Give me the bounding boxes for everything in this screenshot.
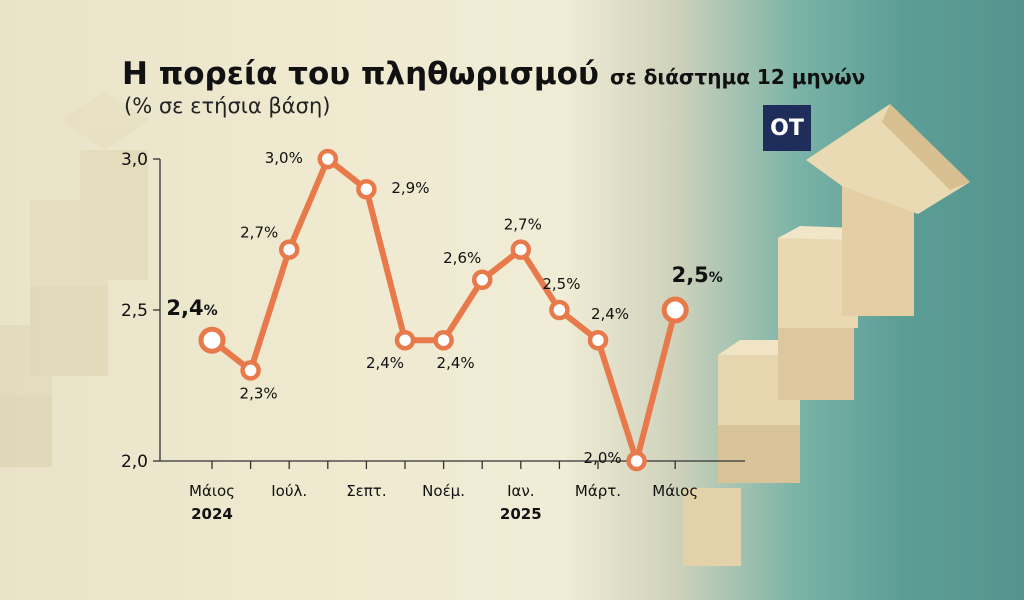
- x-tick-label: Μάιος: [652, 482, 698, 500]
- data-label: 3,0%: [265, 149, 303, 167]
- x-tick-label: Ιαν.: [507, 482, 534, 500]
- chart-title: Η πορεία του πληθωρισμού σε διάστημα 12 …: [122, 56, 865, 92]
- x-tick-label: Μάιος: [189, 482, 235, 500]
- data-label: 2,4%: [437, 354, 475, 372]
- x-tick-label: Ιούλ.: [271, 482, 307, 500]
- data-label: 2,4%: [366, 354, 404, 372]
- data-point: [626, 450, 647, 472]
- x-tick-label: Νοέμ.: [422, 482, 465, 500]
- data-label: 2,6%: [443, 249, 481, 267]
- y-tick-label: 2,0: [121, 452, 148, 472]
- data-label: 2,3%: [240, 384, 278, 402]
- title-main: Η πορεία του πληθωρισμού: [122, 56, 599, 92]
- data-label: 2,5%: [542, 275, 580, 293]
- data-label: 2,4%: [166, 296, 217, 320]
- data-label: 2,0%: [584, 449, 622, 467]
- data-point: [240, 360, 261, 381]
- data-point: [661, 296, 689, 324]
- y-tick-label: 3,0: [121, 150, 148, 170]
- data-point: [356, 178, 377, 200]
- chart-subtitle: (% σε ετήσια βάση): [124, 94, 331, 118]
- data-label: 2,7%: [240, 224, 278, 242]
- data-label: 2,9%: [391, 179, 429, 197]
- data-point: [471, 269, 493, 291]
- data-point: [433, 329, 454, 351]
- data-point: [587, 329, 609, 351]
- x-tick-label: Μάρτ.: [575, 482, 621, 500]
- ot-logo: OT: [763, 105, 811, 151]
- data-label: 2,4%: [591, 305, 629, 323]
- data-point: [549, 299, 570, 321]
- data-point: [198, 326, 226, 354]
- y-tick-label: 2,5: [121, 301, 148, 321]
- x-year-label: 2024: [191, 505, 233, 523]
- x-year-label: 2025: [500, 505, 542, 523]
- data-point: [394, 329, 416, 351]
- data-label: 2,5%: [672, 263, 723, 287]
- data-point: [510, 239, 532, 260]
- x-tick-label: Σεπτ.: [346, 482, 386, 500]
- data-point: [317, 148, 339, 170]
- data-label: 2,7%: [504, 216, 542, 234]
- title-suffix: σε διάστημα 12 μηνών: [609, 65, 866, 89]
- data-point: [278, 239, 300, 260]
